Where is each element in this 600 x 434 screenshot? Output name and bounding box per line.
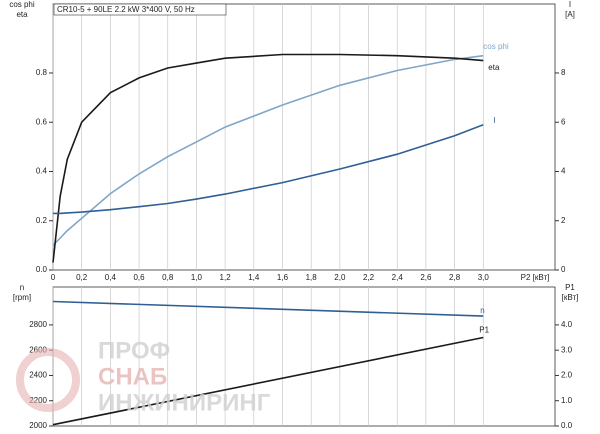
y-tick-label: 2000	[29, 421, 47, 430]
title-bg	[53, 3, 227, 16]
x-tick-label: 0,2	[76, 273, 88, 282]
watermark-text: ПРОФ	[98, 337, 170, 364]
line	[52, 300, 484, 317]
y-tick-label: 0.2	[36, 216, 48, 225]
y-axis-label: n	[20, 283, 24, 292]
x-tick-label: 1,4	[248, 273, 260, 282]
y2-tick-label: 4.0	[561, 320, 573, 329]
x-tick-label: 0	[51, 273, 56, 282]
y2-axis-label: [кВт]	[562, 293, 579, 302]
panel: 200022002400260028000.01.02.03.04.0n[rpm…	[13, 283, 578, 430]
y2-tick-label: 0.0	[561, 421, 573, 430]
line	[52, 53, 484, 263]
x-tick-label: 0,8	[162, 273, 174, 282]
y-tick-label: 0.6	[36, 117, 48, 126]
y2-tick-label: 3.0	[561, 345, 573, 354]
y2-tick-label: 2	[561, 216, 566, 225]
x-tick-label: 1,8	[306, 273, 318, 282]
x-tick-label: 2,6	[420, 273, 432, 282]
y-tick-label: 2400	[29, 371, 47, 380]
y-tick-label: 2800	[29, 320, 47, 329]
y-tick-label: 0.4	[36, 167, 48, 176]
y2-tick-label: 2.0	[561, 371, 573, 380]
x-tick-label: 2,4	[392, 273, 404, 282]
y2-tick-label: 8	[561, 68, 566, 77]
y2-tick-label: 4	[561, 167, 566, 176]
series-label: P1	[479, 326, 489, 335]
line	[53, 123, 484, 215]
watermark-logo	[16, 348, 80, 412]
x-tick-label: 1,0	[191, 273, 203, 282]
x-axis-label: P2 [кВт]	[521, 273, 550, 282]
watermark-text: ИНЖИНИРИНГ	[98, 389, 271, 416]
y2-tick-label: 6	[561, 117, 566, 126]
chart-title: CR10-5 + 90LE 2.2 kW 3*400 V, 50 Hz	[57, 5, 195, 14]
series-label: cos phi	[483, 42, 509, 51]
y2-axis-label: P1	[565, 283, 575, 292]
x-tick-label: 1,6	[277, 273, 289, 282]
line	[52, 54, 484, 246]
y-axis-label: eta	[16, 10, 28, 19]
y-tick-label: 2200	[29, 396, 47, 405]
watermark: ПРОФ СНАБ ИНЖИНИРИНГ	[16, 337, 271, 416]
x-tick-label: 0,4	[105, 273, 117, 282]
x-tick-label: 2,0	[334, 273, 346, 282]
series-label: I	[493, 116, 495, 125]
y-axis-label: cos phi	[9, 0, 35, 9]
y-axis-label: [rpm]	[13, 293, 31, 302]
y-tick-label: 0.0	[36, 265, 48, 274]
watermark-text: СНАБ	[98, 363, 167, 390]
plot-area	[52, 3, 556, 271]
y2-tick-label: 0	[561, 265, 566, 274]
x-tick-label: 0,6	[133, 273, 145, 282]
x-tick-label: 3,0	[478, 273, 490, 282]
panel: 0 0,2 0,4 0,6 0,8 1,0 1,2 1,4 1,6 1,8 2,0 2,2 2,4 2,6…	[9, 0, 575, 282]
series-label: n	[480, 306, 484, 315]
y2-tick-label: 1.0	[561, 396, 573, 405]
y2-axis-label: [A]	[565, 10, 575, 19]
title-box: CR10-5 + 90LE 2.2 kW 3*400 V, 50 Hz	[53, 3, 227, 16]
line	[52, 336, 484, 426]
y-tick-label: 0.8	[36, 68, 48, 77]
x-tick-label: 2,8	[449, 273, 461, 282]
x-tick-label: 1,2	[220, 273, 232, 282]
y2-axis-label: I	[569, 0, 571, 9]
x-tick-label: 2,2	[363, 273, 375, 282]
series-label: eta	[488, 63, 500, 72]
